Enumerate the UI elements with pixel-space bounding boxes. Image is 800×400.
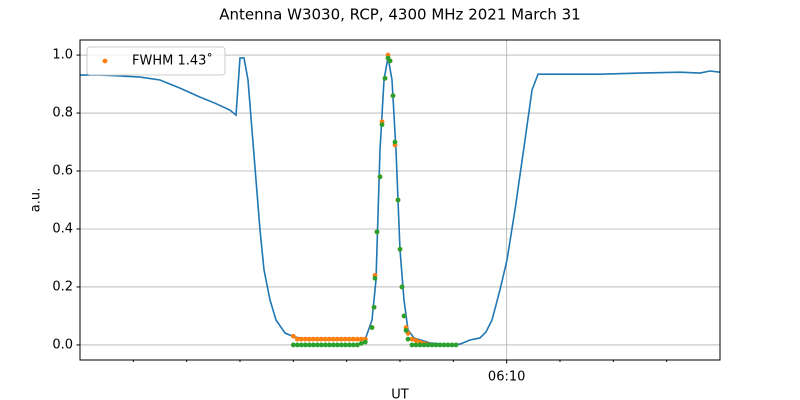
chart-title: Antenna W3030, RCP, 4300 MHz 2021 March …	[219, 6, 580, 24]
data-point	[334, 336, 340, 342]
data-point	[425, 342, 431, 348]
data-point	[290, 342, 296, 348]
data-point	[374, 229, 380, 235]
y-tick-label: 1.0	[52, 48, 73, 63]
data-point	[413, 338, 419, 343]
data-point	[358, 341, 364, 346]
data-point	[310, 342, 316, 348]
data-point	[346, 336, 352, 342]
data-point	[314, 336, 320, 342]
plot-area	[80, 52, 720, 348]
data-point	[449, 342, 455, 348]
data-point	[354, 336, 360, 342]
x-tick-label: 06:10	[488, 370, 525, 385]
data-point	[453, 342, 459, 348]
data-point	[403, 328, 409, 333]
legend-label: FWHM 1.43˚	[132, 53, 213, 69]
data-point	[437, 342, 443, 348]
data-point	[421, 342, 427, 348]
data-point	[342, 336, 348, 342]
data-point	[395, 197, 401, 203]
data-point	[397, 246, 403, 252]
data-point	[392, 139, 398, 145]
data-point	[441, 342, 447, 348]
data-point	[318, 336, 324, 342]
data-point	[445, 342, 451, 348]
data-point	[330, 336, 336, 342]
data-point	[379, 122, 385, 128]
data-point	[371, 304, 377, 310]
data-point	[294, 342, 300, 348]
y-axis-label: a.u.	[29, 188, 44, 212]
data-point	[429, 342, 435, 348]
legend-box	[86, 46, 226, 76]
data-point	[350, 342, 356, 348]
data-point	[306, 336, 312, 342]
data-point	[334, 342, 340, 348]
data-point	[350, 336, 356, 342]
data-point	[338, 336, 344, 342]
y-tick-label: 0.4	[52, 221, 73, 236]
data-point	[294, 336, 300, 342]
data-point	[372, 275, 378, 281]
y-tick-label: 0.0	[52, 337, 73, 352]
y-tick-label: 0.2	[52, 279, 73, 294]
data-point	[290, 333, 296, 339]
legend-marker	[102, 58, 108, 64]
data-point	[338, 342, 344, 348]
data-point	[399, 284, 405, 290]
y-tick-label: 0.6	[52, 164, 73, 179]
data-point	[298, 342, 304, 348]
data-point	[322, 336, 328, 342]
data-point	[377, 174, 383, 180]
data-point	[306, 342, 312, 348]
data-point	[326, 336, 332, 342]
data-point	[409, 336, 415, 342]
data-point	[322, 342, 328, 348]
data-point	[302, 336, 308, 342]
data-point	[358, 336, 364, 342]
data-point	[433, 342, 439, 348]
data-point	[413, 342, 419, 348]
x-axis-label: UT	[391, 388, 409, 400]
data-point	[318, 342, 324, 348]
data-point	[302, 342, 308, 348]
data-point	[346, 342, 352, 348]
data-point	[409, 342, 415, 348]
data-point	[314, 342, 320, 348]
data-point	[326, 342, 332, 348]
data-point	[382, 75, 388, 81]
data-point	[387, 58, 393, 64]
data-point	[369, 325, 375, 330]
data-point	[362, 339, 368, 345]
data-point	[390, 93, 396, 99]
data-point	[310, 336, 316, 342]
y-tick-label: 0.8	[52, 106, 73, 121]
data-point	[342, 342, 348, 348]
data-point	[298, 336, 304, 342]
data-point	[417, 342, 423, 348]
data-point	[354, 342, 360, 348]
data-point	[330, 342, 336, 348]
data-point	[405, 336, 411, 342]
axes-frame	[79, 39, 721, 361]
data-point	[401, 313, 407, 319]
